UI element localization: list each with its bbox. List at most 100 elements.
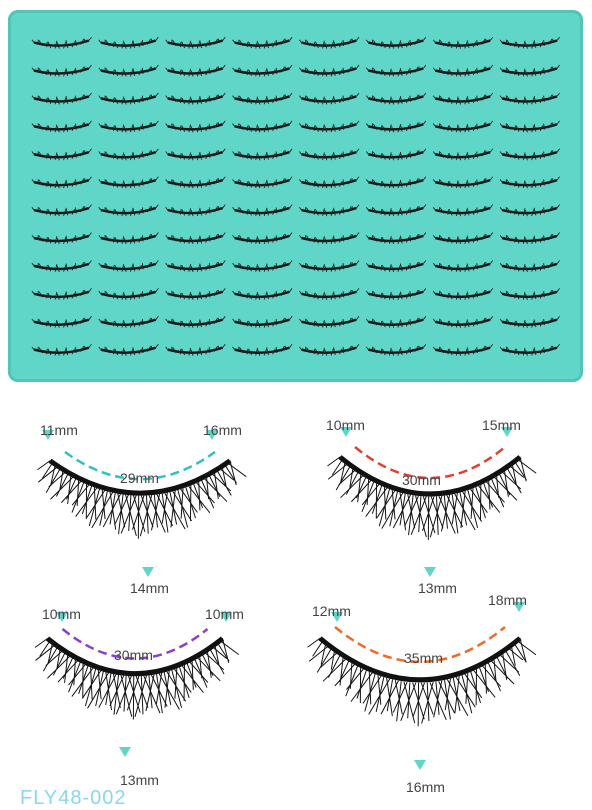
tray-lash: [99, 121, 159, 132]
tray-lash: [500, 37, 560, 48]
tray-lash: [500, 149, 560, 160]
tray-lash: [500, 233, 560, 244]
tray-lash: [366, 121, 426, 132]
tray-lash: [433, 65, 493, 76]
lash-4: [308, 602, 536, 770]
product-code: FLY48-002: [20, 787, 126, 810]
lash-hair: [51, 477, 74, 499]
lash-hair: [442, 495, 450, 531]
tray-lash: [99, 149, 159, 160]
tray-lash: [233, 149, 293, 160]
lash-hair: [220, 641, 238, 655]
tray-lash: [233, 93, 293, 104]
lash-hair: [504, 470, 508, 497]
tray-lash: [166, 149, 226, 160]
lash-3-right-label: 10mm: [205, 606, 244, 622]
tray-lash: [32, 288, 92, 299]
lash-hair: [308, 638, 320, 647]
tray-lash: [233, 37, 293, 48]
lash-hair: [209, 475, 220, 496]
tray-lash: [366, 344, 426, 355]
tray-lash: [433, 344, 493, 355]
tray-lash: [366, 93, 426, 104]
tray-lash: [366, 149, 426, 160]
tray-lash: [366, 316, 426, 327]
lash-hair: [503, 653, 507, 680]
lash-2-right-label: 15mm: [482, 417, 521, 433]
lash-hair: [152, 494, 160, 530]
tray-lash: [166, 288, 226, 299]
lash-hair: [38, 461, 50, 470]
tray-lash: [99, 316, 159, 327]
tray-lash: [366, 205, 426, 216]
tray-lash: [99, 233, 159, 244]
tray-lash: [366, 37, 426, 48]
tray-lash: [433, 37, 493, 48]
tray-lash: [433, 205, 493, 216]
tray-lash: [299, 177, 359, 188]
tray-lash: [99, 93, 159, 104]
tray-lash: [366, 288, 426, 299]
tray-lash: [166, 260, 226, 271]
tray-lash: [299, 149, 359, 160]
lash-hair: [461, 491, 465, 528]
lash-hair: [341, 475, 364, 497]
tray-lash: [32, 260, 92, 271]
tray-lash: [500, 93, 560, 104]
lash-1: [38, 430, 246, 577]
lash-hair: [192, 660, 193, 689]
tray-lash: [166, 65, 226, 76]
lash-hair: [227, 463, 245, 477]
lash-3-length-label: 30mm: [114, 647, 153, 663]
tray-lash: [299, 260, 359, 271]
lash-3: [35, 612, 238, 757]
tray-lash: [299, 344, 359, 355]
lash-hair: [82, 486, 91, 514]
lash-diagrams: 11mm 16mm 29mm 14mm 10mm 15mm 30mm 13mm …: [0, 392, 592, 800]
tray-lash: [32, 65, 92, 76]
lash-hair: [347, 472, 359, 495]
tray-lashes: [28, 30, 563, 365]
lash-1-left-label: 11mm: [40, 422, 78, 438]
tray-lash: [299, 93, 359, 104]
lash-1-height-label: 14mm: [130, 580, 169, 596]
lash-2-height-label: 13mm: [418, 580, 457, 596]
tray-lash: [99, 177, 159, 188]
lash-3-height-label: 13mm: [120, 772, 159, 788]
tray-lash: [32, 37, 92, 48]
height-marker: [119, 747, 131, 757]
lash-hair: [340, 657, 343, 685]
height-marker: [424, 567, 436, 577]
lash-hair: [146, 675, 154, 711]
tray-lash: [99, 65, 159, 76]
lash-hair: [199, 481, 200, 510]
tray-lash: [233, 344, 293, 355]
lash-hair: [230, 461, 236, 485]
tray-lash: [299, 121, 359, 132]
tray-lash: [500, 316, 560, 327]
lash-hair: [485, 664, 486, 693]
tray-lash: [433, 288, 493, 299]
lash-hair: [489, 480, 490, 509]
tray-lash: [433, 260, 493, 271]
tray-lash: [32, 177, 92, 188]
tray-lash: [366, 233, 426, 244]
tray-lash: [433, 93, 493, 104]
tray-lash: [433, 121, 493, 132]
lash-2-left-label: 10mm: [326, 417, 365, 433]
lash-4-length-label: 35mm: [404, 650, 443, 666]
lash-4-right-label: 18mm: [488, 592, 527, 608]
lash-2-length-label: 30mm: [402, 472, 441, 488]
tray-lash: [32, 316, 92, 327]
tray-lash: [433, 149, 493, 160]
tray-lash: [500, 288, 560, 299]
tray-lash: [166, 177, 226, 188]
height-marker: [142, 567, 154, 577]
lash-hair: [187, 663, 196, 687]
tray-lash: [166, 344, 226, 355]
lash-tray: [8, 10, 583, 382]
tray-lash: [500, 177, 560, 188]
tray-lash: [166, 205, 226, 216]
tray-lash: [32, 93, 92, 104]
lash-hair: [367, 478, 369, 504]
